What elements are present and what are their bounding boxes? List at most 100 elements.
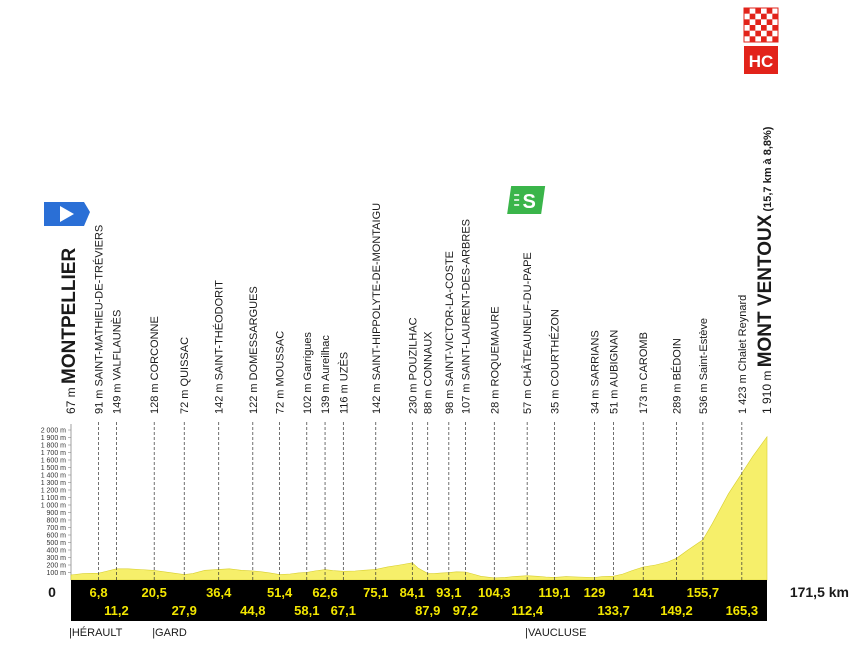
waypoint-altitude: 1 910 m — [760, 367, 774, 414]
waypoint-label: 35 m COURTHÉZON — [548, 309, 561, 414]
waypoint-name: CAROMB — [638, 332, 650, 380]
y-tick-label: 600 m — [47, 532, 67, 539]
waypoint-label: 98 m SAINT-VICTOR-LA-COSTE — [444, 251, 456, 414]
elevation-area — [70, 435, 768, 581]
waypoint-name: BÉDOIN — [671, 338, 684, 380]
waypoint-label: 139 m Aureilhac — [320, 335, 332, 414]
waypoint-altitude: 139 m — [320, 381, 332, 414]
waypoint-km-label: 6,8 — [90, 585, 108, 600]
waypoint-label: 34 m SARRIANS — [590, 330, 602, 414]
waypoint-label: 72 m MOUSSAC — [275, 331, 287, 414]
waypoint-km-label: 84,1 — [400, 585, 425, 600]
waypoint-altitude: 230 m — [407, 380, 419, 414]
waypoint-name: SAINT-MATHIEU-DE-TRÉVIERS — [93, 225, 106, 387]
waypoint-name: POUZILHAC — [407, 317, 419, 380]
waypoint-km-label: 51,4 — [267, 585, 293, 600]
waypoint-km-label: 93,1 — [436, 585, 461, 600]
waypoint-name: CONNAUX — [423, 331, 435, 387]
checker-square — [766, 19, 773, 25]
y-tick-label: 1 400 m — [41, 472, 66, 479]
waypoint-altitude: 88 m — [423, 386, 435, 414]
waypoint-km-label: 141 — [632, 585, 654, 600]
waypoint-km-label: 119,1 — [538, 585, 570, 600]
waypoint-altitude: 289 m — [672, 380, 684, 414]
waypoint-label: 67 m MONTPELLIER — [59, 248, 80, 414]
waypoint-name: AUBIGNAN — [609, 330, 621, 388]
waypoint-altitude: 142 m — [214, 380, 226, 414]
y-tick-label: 2 000 m — [41, 427, 66, 434]
waypoint-altitude: 34 m — [590, 386, 602, 414]
y-tick-label: 300 m — [47, 555, 67, 562]
waypoint-km-label: 27,9 — [172, 603, 197, 618]
checker-square — [761, 36, 767, 42]
waypoint-label: 149 m VALFLAUNÈS — [111, 310, 124, 414]
waypoint-km-label: 44,8 — [240, 603, 265, 618]
y-tick-label: 700 m — [47, 525, 67, 532]
waypoint-name: VALFLAUNÈS — [111, 310, 124, 381]
climb-detail: (15,7 km à 8,8%) — [762, 126, 774, 214]
waypoint-label: 88 m CONNAUX — [423, 331, 435, 414]
waypoint-name: QUISSAC — [179, 337, 191, 387]
waypoint-name: DOMESSARGUES — [248, 286, 260, 380]
checker-square — [749, 25, 756, 31]
waypoint-label: 142 m SAINT-HIPPOLYTE-DE-MONTAIGU — [371, 203, 383, 414]
waypoint-label: 57 m CHÂTEAUNEUF-DU-PAPE — [521, 252, 534, 414]
y-tick-label: 500 m — [47, 540, 67, 547]
waypoint-guides — [98, 422, 743, 610]
waypoint-name: MONT VENTOUX — [755, 214, 776, 367]
checker-square — [772, 13, 778, 20]
waypoint-altitude: 1 423 m — [737, 371, 749, 414]
waypoint-altitude: 149 m — [112, 380, 124, 414]
waypoint-km-label: 97,2 — [453, 603, 478, 618]
waypoint-label: 72 m QUISSAC — [179, 337, 191, 414]
y-tick-label: 1 900 m — [41, 435, 66, 442]
waypoint-km-label: 129 — [584, 585, 606, 600]
y-tick-label: 800 m — [47, 517, 67, 524]
waypoint-altitude: 128 m — [149, 380, 161, 414]
distance-labels: 6,8 11,2 20,5 27,9 36,4 44,851,458,1 62,6 67,1 7… — [90, 585, 759, 618]
waypoint-altitude: 28 m — [489, 386, 501, 414]
waypoint-altitude: 57 m — [522, 386, 534, 414]
waypoint-km-label: 87,9 — [415, 603, 440, 618]
stage-icons: S HC — [44, 7, 779, 226]
waypoint-label: 91 m SAINT-MATHIEU-DE-TRÉVIERS — [93, 225, 106, 414]
checker-square — [755, 8, 761, 14]
waypoint-km-label: 155,7 — [687, 585, 720, 600]
waypoint-label: 28 m ROQUEMAURE — [489, 306, 501, 414]
region-labels: |HÉRAULT |GARD |VAUCLUSE — [69, 626, 586, 639]
region-label: |VAUCLUSE — [525, 627, 586, 639]
y-tick-label: 1 500 m — [41, 465, 66, 472]
km-bar — [71, 580, 767, 621]
waypoint-km-label: 62,6 — [312, 585, 337, 600]
waypoint-altitude: 67 m — [64, 384, 78, 414]
waypoint-km-label: 11,2 — [104, 603, 129, 618]
waypoint-altitude: 536 m — [698, 380, 710, 414]
y-tick-label: 200 m — [47, 562, 67, 569]
finish-km-label: 171,5 km — [790, 584, 849, 600]
waypoint-name: Aureilhac — [320, 335, 332, 381]
y-tick-label: 1 000 m — [41, 502, 66, 509]
waypoint-label: 142 m SAINT-THÉODORIT — [213, 280, 226, 414]
play-arrow-icon — [60, 206, 74, 222]
waypoint-altitude: 35 m — [549, 386, 561, 414]
waypoint-name: SARRIANS — [590, 330, 602, 386]
waypoint-km-label: 165,3 — [726, 603, 759, 618]
climb-category-label: HC — [749, 52, 774, 71]
checker-square — [744, 30, 750, 37]
y-tick-label: 900 m — [47, 510, 67, 517]
waypoint-km-label: 58,1 — [294, 603, 319, 618]
waypoint-name: ROQUEMAURE — [489, 306, 501, 386]
waypoint-name: CORCONNE — [149, 316, 161, 380]
checker-square — [744, 8, 750, 14]
waypoint-label: 128 m CORCONNE — [149, 316, 161, 414]
region-label: |GARD — [152, 627, 187, 639]
checker-square — [761, 13, 767, 20]
distance-bar: 0 171,5 km — [48, 580, 849, 621]
waypoint-label: 289 m BÉDOIN — [671, 338, 684, 414]
y-tick-label: 1 200 m — [41, 487, 66, 494]
waypoint-altitude: 102 m — [302, 380, 314, 414]
y-tick-label: 1 700 m — [41, 450, 66, 457]
waypoint-name: MOUSSAC — [275, 331, 287, 387]
